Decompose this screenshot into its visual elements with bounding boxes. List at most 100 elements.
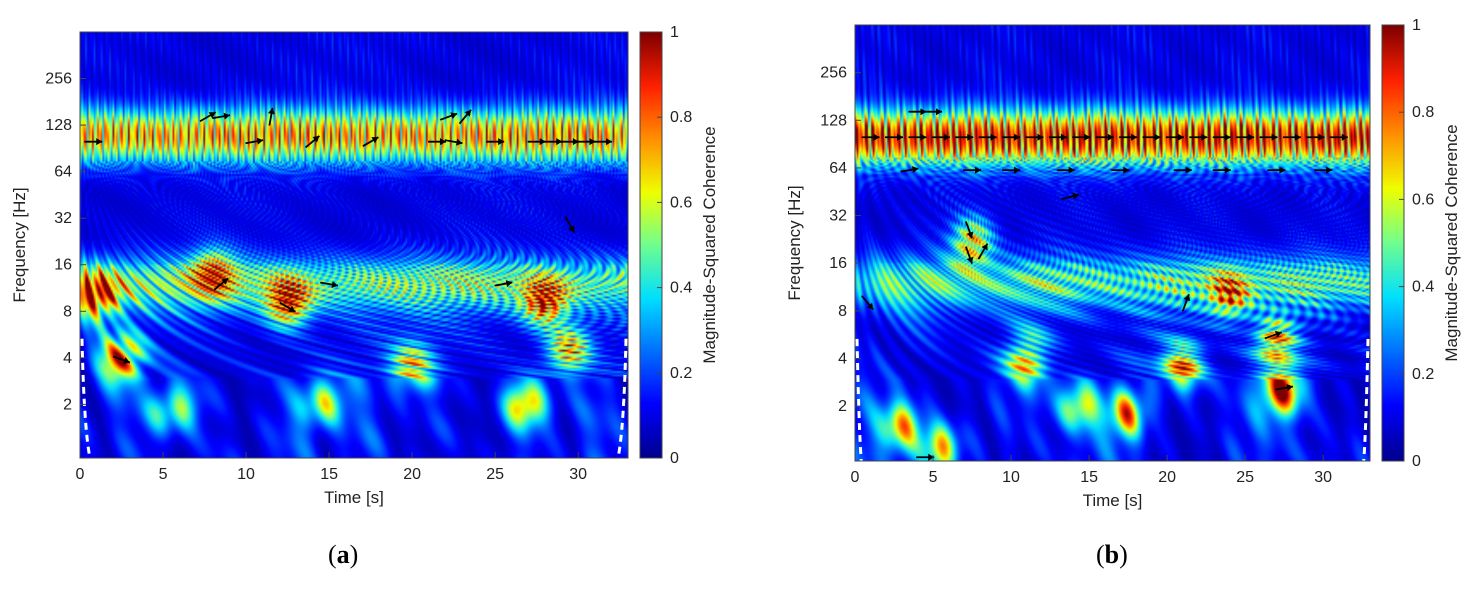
phase-arrow (362, 136, 379, 147)
phase-arrow-head (967, 133, 974, 141)
y-tick-label: 64 (54, 164, 72, 181)
colorbar-tick-label: 0 (670, 450, 679, 467)
phase-arrow (1095, 133, 1114, 141)
phase-arrow (1119, 133, 1138, 141)
phase-arrow (885, 133, 904, 141)
phase-arrow-head (1123, 166, 1130, 174)
y-tick-label: 32 (54, 210, 72, 227)
phase-arrow (916, 453, 935, 461)
phase-arrow (963, 166, 982, 174)
phase-arrow (1002, 133, 1021, 141)
phase-arrow (924, 108, 943, 116)
phase-arrow (1212, 166, 1231, 174)
phase-arrow (212, 112, 231, 120)
phase-arrow (320, 281, 339, 289)
colorbar-tick-label: 0.2 (1412, 366, 1434, 383)
phase-arrow-head (1177, 133, 1184, 141)
phase-arrow-head (1271, 133, 1278, 141)
phase-arrow-head (1068, 166, 1075, 174)
phase-arrow-head (498, 138, 505, 146)
phase-arrow (560, 138, 579, 146)
plot-frame-b (854, 24, 1371, 462)
phase-arrow (1212, 133, 1231, 141)
colorbar-b (1382, 25, 1404, 461)
caption-open-a: ( (328, 540, 337, 569)
phase-arrow (978, 133, 997, 141)
phase-arrow (1264, 331, 1283, 340)
phase-arrow (955, 133, 974, 141)
phase-arrow (486, 138, 505, 146)
phase-arrow (1061, 192, 1080, 201)
colorbar-tick-label: 0.8 (670, 109, 692, 126)
phase-arrow (199, 111, 217, 122)
coi-left (855, 338, 863, 462)
phase-arrow (1329, 133, 1348, 141)
phase-arrow (965, 246, 974, 264)
colorbar-frame-a (639, 31, 663, 459)
phase-arrow-head (208, 112, 216, 119)
phase-arrow (279, 301, 296, 313)
phase-arrow-head (943, 133, 950, 141)
phase-arrow (305, 135, 320, 149)
x-tick-label: 20 (403, 466, 421, 483)
y-axis-label-a: Frequency [Hz] (10, 187, 29, 302)
x-axis-b: 0 5 10 15 20 25 30 (851, 455, 1332, 486)
phase-arrow-head (1107, 133, 1114, 141)
phase-arrow-head (505, 280, 513, 287)
phase-arrow-head (312, 135, 320, 143)
phase-arrow (1282, 133, 1301, 141)
colorbar-ticks-b: 0 0.2 0.4 0.6 0.8 1 (1399, 17, 1434, 470)
y-tick-label: 2 (838, 398, 847, 415)
y-tick-label: 4 (838, 350, 847, 367)
y-axis-b: 2 4 8 16 32 64 128 256 (820, 65, 861, 415)
colorbar-tick-label: 0.4 (1412, 279, 1434, 296)
x-tick-label: 25 (486, 466, 504, 483)
y-tick-label: 2 (63, 396, 72, 413)
colorbar-a (640, 32, 662, 458)
x-axis-a: 0 5 10 15 20 25 30 (76, 452, 587, 483)
x-axis-label-a: Time [s] (324, 488, 384, 507)
phase-arrow (444, 138, 463, 146)
caption-letter-b: b (1104, 540, 1120, 569)
coi-right (1362, 338, 1370, 462)
phase-arrow (1189, 133, 1208, 141)
phase-arrow-head (268, 107, 275, 115)
y-tick-label: 4 (63, 350, 72, 367)
phase-arrow (1142, 133, 1161, 141)
phase-arrow-head (455, 138, 463, 146)
phase-arrow-head (1341, 133, 1348, 141)
colorbar-label-b: Magnitude-Squared Coherence (1442, 124, 1461, 361)
phase-arrow-head (1072, 192, 1080, 200)
phase-arrow (494, 280, 513, 287)
phase-arrow (527, 138, 546, 146)
phase-arrow-head (589, 138, 596, 146)
phase-arrow (900, 166, 919, 174)
y-tick-label: 16 (829, 255, 847, 272)
caption-b: (b) (1096, 540, 1128, 570)
x-tick-label: 10 (1002, 469, 1020, 486)
phase-arrow-head (975, 166, 982, 174)
phase-arrow-head (1326, 166, 1333, 174)
phase-arrows-a (84, 107, 613, 364)
phase-arrow-head (123, 357, 130, 364)
colorbar-tick-label: 0.2 (670, 365, 692, 382)
phase-arrow (965, 221, 974, 239)
coi-left (80, 338, 92, 459)
x-tick-label: 25 (1236, 469, 1254, 486)
phase-arrow-head (556, 138, 563, 146)
phase-arrow (1111, 166, 1130, 174)
phase-arrow (577, 138, 596, 146)
phase-arrow-head (1014, 166, 1021, 174)
panel-a: 0 5 10 15 20 25 30 2 4 8 16 32 64 128 256 0 0.2 0.4 0.6 0… (10, 24, 719, 569)
phase-arrow (977, 243, 989, 260)
phase-arrow-head (1201, 133, 1208, 141)
phase-arrow-head (450, 112, 458, 119)
phase-arrow-head (256, 137, 264, 145)
phase-arrow-head (1279, 166, 1286, 174)
phase-arrow-head (440, 138, 447, 146)
phase-arrow-head (1060, 133, 1067, 141)
phase-arrow-head (1131, 133, 1138, 141)
caption-letter-a: a (336, 540, 350, 569)
phase-arrow-head (920, 108, 927, 116)
